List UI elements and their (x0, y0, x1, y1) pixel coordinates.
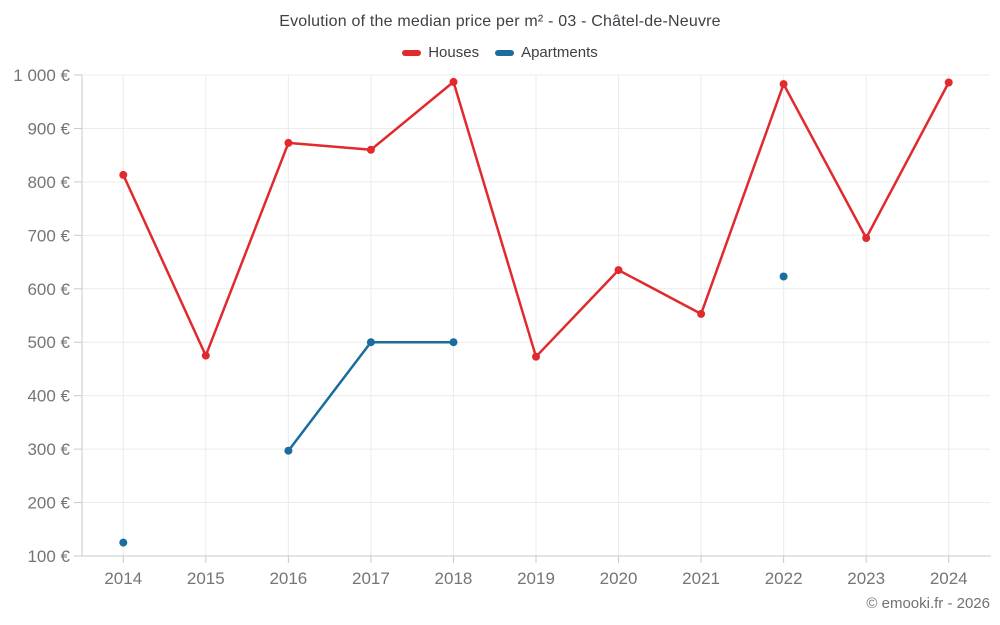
houses-point-2018[interactable] (449, 77, 458, 86)
houses-point-2020[interactable] (614, 266, 623, 275)
legend-label-houses: Houses (428, 44, 480, 61)
houses-point-2024[interactable] (944, 78, 953, 87)
y-tick-label-200: 200 € (27, 494, 70, 513)
legend-item-apartments[interactable]: Apartments (495, 44, 598, 61)
x-tick-label-2017: 2017 (352, 569, 390, 588)
copyright-footer: © emooki.fr - 2026 (866, 595, 990, 612)
apartments-point-2016[interactable] (284, 446, 293, 455)
houses-point-2015[interactable] (201, 351, 210, 360)
apartments-point-2018[interactable] (449, 338, 458, 347)
houses-point-2023[interactable] (862, 234, 871, 242)
y-tick-label-800: 800 € (27, 173, 70, 192)
legend: Houses Apartments (0, 44, 1000, 61)
houses-point-2019[interactable] (532, 352, 540, 361)
x-tick-label-2020: 2020 (600, 569, 638, 588)
y-tick-label-500: 500 € (27, 333, 70, 352)
legend-item-houses[interactable]: Houses (402, 44, 479, 61)
chart-title: Evolution of the median price per m² - 0… (279, 13, 721, 30)
legend-label-apartments: Apartments (521, 44, 598, 61)
apartments-point-2014[interactable] (119, 538, 128, 547)
x-tick-label-2022: 2022 (765, 569, 803, 588)
y-tick-label-100: 100 € (27, 547, 70, 566)
x-tick-label-2023: 2023 (847, 569, 885, 588)
y-tick-label-300: 300 € (27, 440, 70, 459)
y-tick-label-900: 900 € (27, 119, 70, 138)
houses-point-2017[interactable] (366, 145, 375, 154)
apartments-point-2022[interactable] (779, 272, 788, 281)
x-tick-label-2016: 2016 (269, 569, 307, 588)
x-tick-label-2015: 2015 (187, 569, 225, 588)
y-tick-label-600: 600 € (27, 280, 70, 299)
y-tick-label-400: 400 € (27, 387, 70, 406)
legend-swatch-houses (402, 49, 422, 56)
x-tick-label-2024: 2024 (930, 569, 968, 588)
houses-point-2014[interactable] (119, 170, 128, 179)
houses-point-2016[interactable] (284, 138, 293, 147)
y-tick-label-1000: 1 000 € (13, 66, 70, 85)
legend-swatch-apartments (495, 49, 515, 56)
y-tick-label-700: 700 € (27, 226, 70, 245)
houses-point-2021[interactable] (697, 309, 706, 318)
x-tick-label-2014: 2014 (104, 569, 142, 588)
x-tick-label-2018: 2018 (435, 569, 473, 588)
x-tick-label-2019: 2019 (517, 569, 555, 588)
x-tick-label-2021: 2021 (682, 569, 720, 588)
apartments-point-2017[interactable] (366, 338, 375, 347)
houses-point-2022[interactable] (779, 80, 788, 89)
